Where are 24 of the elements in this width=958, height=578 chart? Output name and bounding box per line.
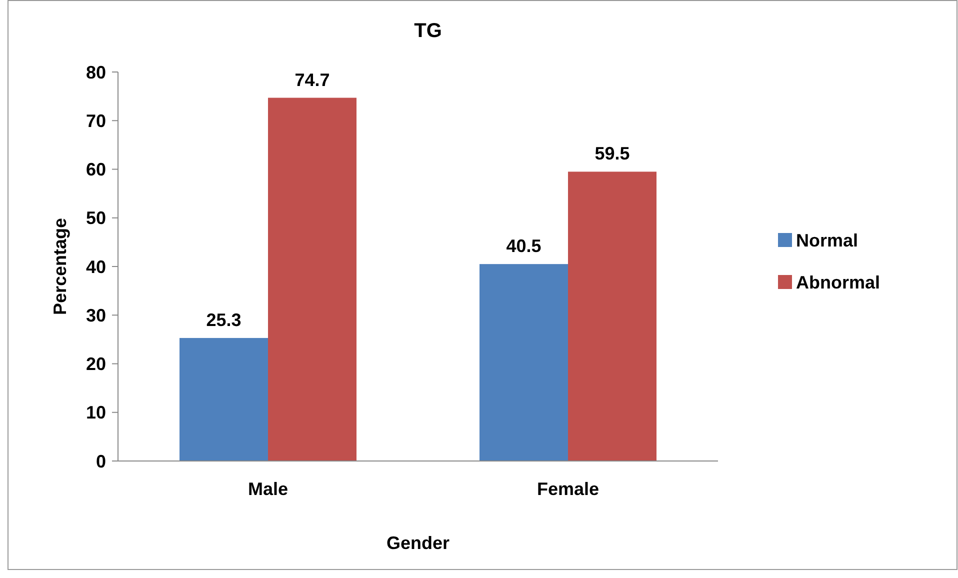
bar	[180, 338, 268, 461]
y-tick-label: 20	[86, 354, 106, 374]
bar	[480, 264, 568, 461]
data-label: 74.7	[294, 70, 330, 90]
legend-label: Abnormal	[796, 272, 880, 292]
y-tick-label: 60	[86, 160, 106, 180]
data-label: 40.5	[506, 236, 542, 256]
y-axis-title: Percentage	[50, 218, 70, 316]
bar	[268, 98, 356, 461]
bar	[568, 172, 656, 461]
chart-title: TG	[414, 20, 442, 42]
x-axis-title: Gender	[386, 533, 450, 553]
x-tick-label: Male	[248, 479, 288, 499]
y-tick-label: 30	[86, 305, 106, 326]
data-label: 25.3	[206, 310, 242, 330]
y-tick-label: 70	[86, 110, 106, 131]
y-tick-label: 50	[86, 208, 106, 228]
y-tick-label: 0	[96, 451, 106, 472]
y-tick-label: 40	[86, 256, 106, 277]
y-tick-label: 10	[86, 402, 106, 423]
y-tick-label: 80	[86, 62, 106, 82]
x-tick-label: Female	[536, 479, 600, 499]
data-label: 59.5	[594, 144, 630, 164]
legend-label: Normal	[796, 230, 858, 250]
